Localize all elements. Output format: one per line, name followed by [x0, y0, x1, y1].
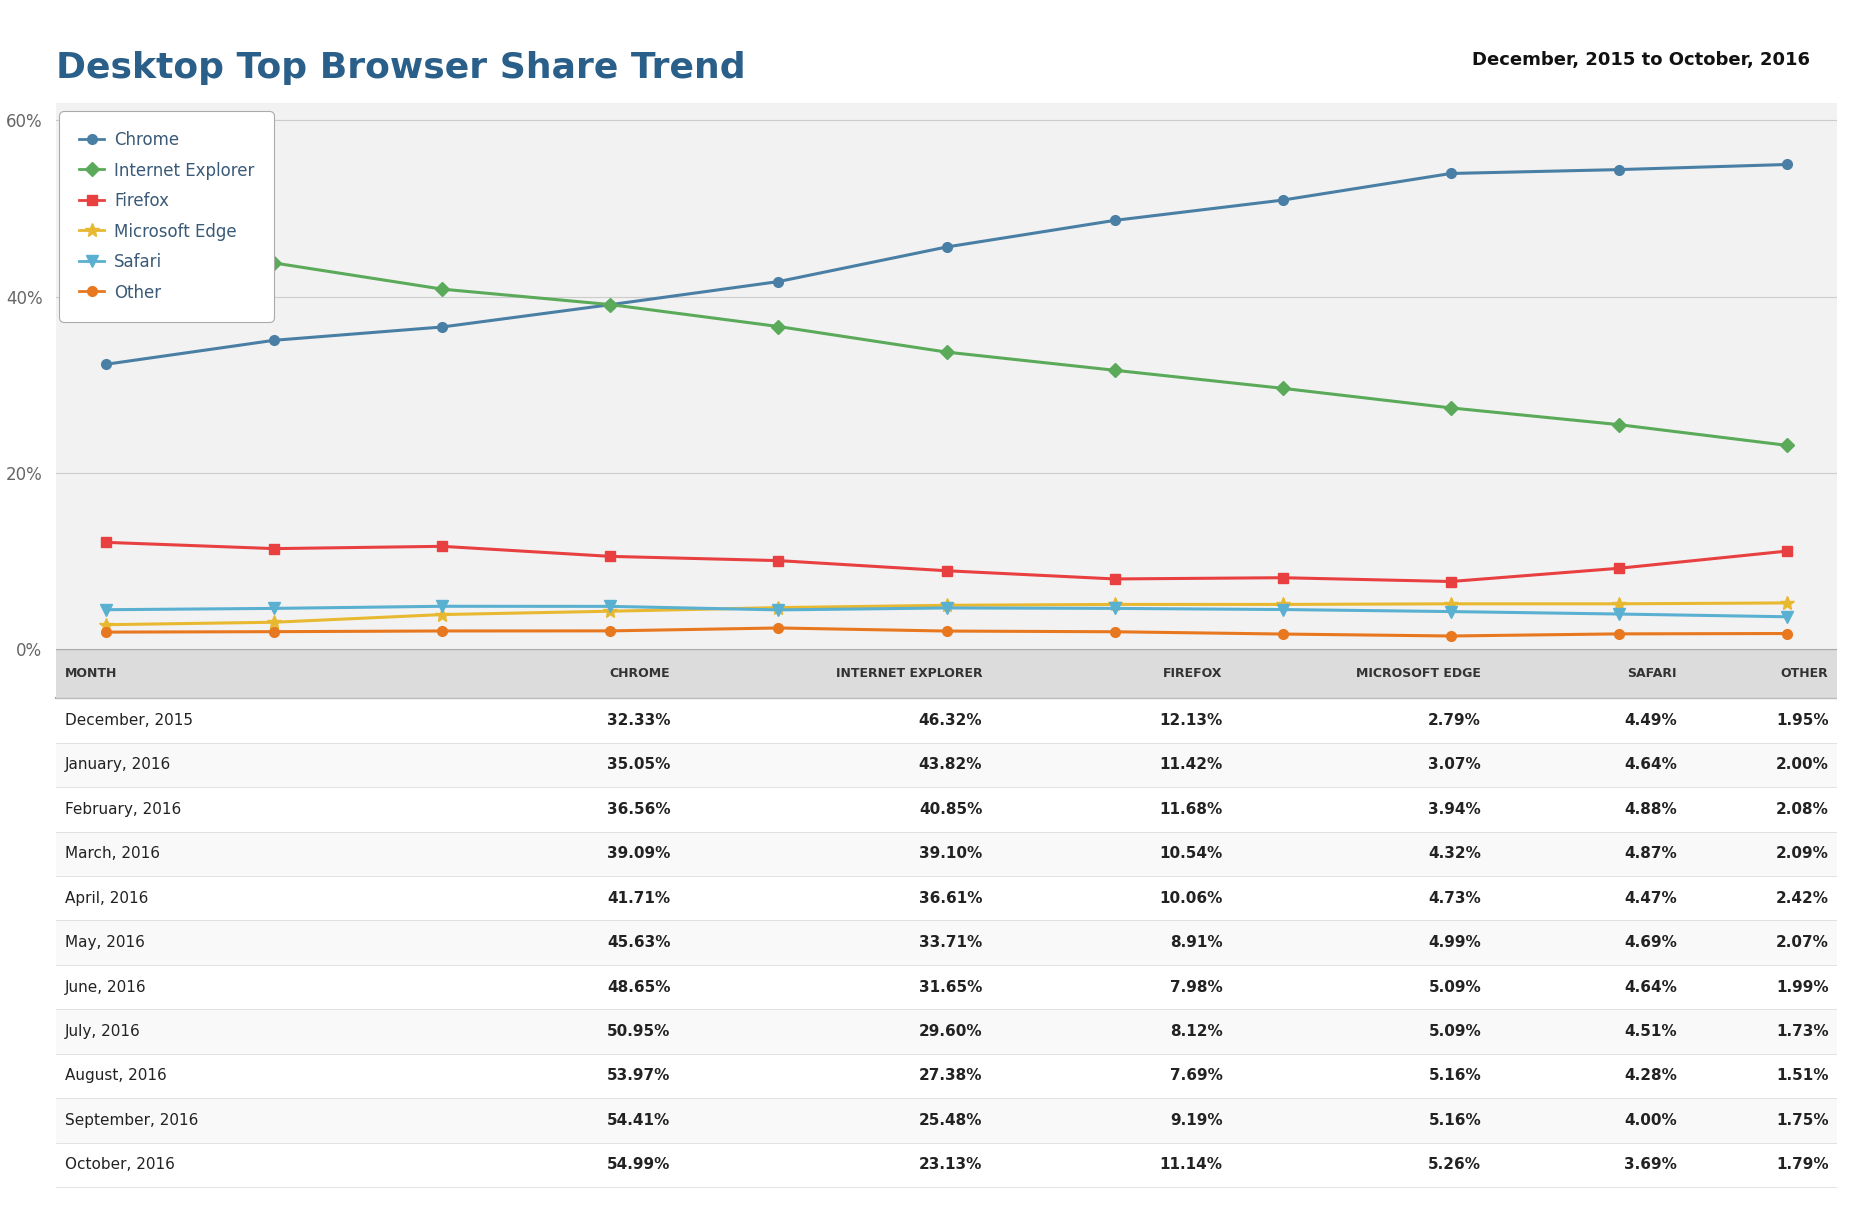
Bar	[56, 831, 1836, 876]
Text: December, 2015 to October, 2016: December, 2015 to October, 2016	[1471, 51, 1809, 69]
Text: October, 2016: October, 2016	[65, 1157, 174, 1172]
Text: 1.99%: 1.99%	[1775, 980, 1827, 994]
Bar	[56, 743, 1836, 788]
Text: SAFARI: SAFARI	[1627, 667, 1677, 680]
Text: 5.09%: 5.09%	[1428, 980, 1480, 994]
Text: July, 2016: July, 2016	[65, 1024, 141, 1039]
Text: 5.09%: 5.09%	[1428, 1024, 1480, 1039]
Text: 2.09%: 2.09%	[1775, 847, 1827, 861]
Text: April, 2016: April, 2016	[65, 890, 148, 906]
Text: 8.12%: 8.12%	[1169, 1024, 1222, 1039]
Text: 5.16%: 5.16%	[1428, 1113, 1480, 1128]
Legend: Chrome, Internet Explorer, Firefox, Microsoft Edge, Safari, Other: Chrome, Internet Explorer, Firefox, Micr…	[63, 116, 269, 316]
Text: August, 2016: August, 2016	[65, 1068, 167, 1084]
Text: 4.00%: 4.00%	[1623, 1113, 1677, 1128]
Text: 46.32%: 46.32%	[918, 713, 981, 728]
Text: September, 2016: September, 2016	[65, 1113, 198, 1128]
Text: 1.51%: 1.51%	[1775, 1068, 1827, 1084]
Text: CHROME: CHROME	[610, 667, 670, 680]
Bar	[56, 650, 1836, 698]
Text: 4.73%: 4.73%	[1428, 890, 1480, 906]
Text: 3.69%: 3.69%	[1623, 1157, 1677, 1172]
Text: 36.61%: 36.61%	[918, 890, 981, 906]
Text: 5.16%: 5.16%	[1428, 1068, 1480, 1084]
Text: 25.48%: 25.48%	[918, 1113, 981, 1128]
Text: 4.32%: 4.32%	[1428, 847, 1480, 861]
Text: 41.71%: 41.71%	[607, 890, 670, 906]
Text: January, 2016: January, 2016	[65, 757, 171, 772]
Text: 2.42%: 2.42%	[1775, 890, 1827, 906]
Text: 4.69%: 4.69%	[1623, 935, 1677, 951]
Text: 50.95%: 50.95%	[607, 1024, 670, 1039]
Text: June, 2016: June, 2016	[65, 980, 147, 994]
Text: 32.33%: 32.33%	[607, 713, 670, 728]
Text: 54.99%: 54.99%	[607, 1157, 670, 1172]
Text: 12.13%: 12.13%	[1159, 713, 1222, 728]
Bar	[56, 1053, 1836, 1098]
Text: 31.65%: 31.65%	[918, 980, 981, 994]
Text: 4.99%: 4.99%	[1428, 935, 1480, 951]
Text: 8.91%: 8.91%	[1169, 935, 1222, 951]
Text: INTERNET EXPLORER: INTERNET EXPLORER	[835, 667, 981, 680]
Bar	[56, 920, 1836, 965]
Text: 7.98%: 7.98%	[1169, 980, 1222, 994]
Text: 3.07%: 3.07%	[1428, 757, 1480, 772]
Text: 4.49%: 4.49%	[1623, 713, 1677, 728]
Text: December, 2015: December, 2015	[65, 713, 193, 728]
Text: 27.38%: 27.38%	[918, 1068, 981, 1084]
Bar	[56, 698, 1836, 743]
Text: 35.05%: 35.05%	[607, 757, 670, 772]
Text: May, 2016: May, 2016	[65, 935, 145, 951]
Text: 4.51%: 4.51%	[1623, 1024, 1677, 1039]
Text: OTHER: OTHER	[1779, 667, 1827, 680]
Text: 2.08%: 2.08%	[1775, 802, 1827, 817]
Text: 5.26%: 5.26%	[1426, 1157, 1480, 1172]
Text: 33.71%: 33.71%	[918, 935, 981, 951]
Text: 39.10%: 39.10%	[918, 847, 981, 861]
Text: 2.07%: 2.07%	[1775, 935, 1827, 951]
Text: 40.85%: 40.85%	[918, 802, 981, 817]
Text: 2.79%: 2.79%	[1428, 713, 1480, 728]
Text: 45.63%: 45.63%	[607, 935, 670, 951]
Text: 4.64%: 4.64%	[1623, 757, 1677, 772]
Bar	[56, 1098, 1836, 1143]
Text: 53.97%: 53.97%	[607, 1068, 670, 1084]
Text: Desktop Top Browser Share Trend: Desktop Top Browser Share Trend	[56, 51, 746, 85]
Text: March, 2016: March, 2016	[65, 847, 160, 861]
Text: 29.60%: 29.60%	[918, 1024, 981, 1039]
Text: 4.87%: 4.87%	[1623, 847, 1677, 861]
Text: 36.56%: 36.56%	[607, 802, 670, 817]
Text: 43.82%: 43.82%	[918, 757, 981, 772]
Text: 1.73%: 1.73%	[1775, 1024, 1827, 1039]
Bar	[56, 788, 1836, 831]
Text: 3.94%: 3.94%	[1428, 802, 1480, 817]
Text: MICROSOFT EDGE: MICROSOFT EDGE	[1356, 667, 1480, 680]
Text: 48.65%: 48.65%	[607, 980, 670, 994]
Bar	[56, 965, 1836, 1009]
Text: 10.54%: 10.54%	[1159, 847, 1222, 861]
Text: 54.41%: 54.41%	[607, 1113, 670, 1128]
Text: 1.79%: 1.79%	[1775, 1157, 1827, 1172]
Bar	[56, 1009, 1836, 1053]
Text: 4.47%: 4.47%	[1623, 890, 1677, 906]
Text: February, 2016: February, 2016	[65, 802, 180, 817]
Text: 4.64%: 4.64%	[1623, 980, 1677, 994]
Text: MONTH: MONTH	[65, 667, 117, 680]
Text: 4.88%: 4.88%	[1623, 802, 1677, 817]
Bar	[56, 876, 1836, 920]
Text: 1.95%: 1.95%	[1775, 713, 1827, 728]
Bar	[56, 1143, 1836, 1187]
Text: 1.75%: 1.75%	[1775, 1113, 1827, 1128]
Text: 4.28%: 4.28%	[1623, 1068, 1677, 1084]
Text: 23.13%: 23.13%	[918, 1157, 981, 1172]
Text: 39.09%: 39.09%	[607, 847, 670, 861]
Text: 2.00%: 2.00%	[1775, 757, 1827, 772]
Text: 10.06%: 10.06%	[1159, 890, 1222, 906]
Text: 7.69%: 7.69%	[1169, 1068, 1222, 1084]
Text: 11.68%: 11.68%	[1159, 802, 1222, 817]
Text: FIREFOX: FIREFOX	[1163, 667, 1222, 680]
Text: 9.19%: 9.19%	[1169, 1113, 1222, 1128]
Text: 11.42%: 11.42%	[1159, 757, 1222, 772]
Text: 11.14%: 11.14%	[1159, 1157, 1222, 1172]
